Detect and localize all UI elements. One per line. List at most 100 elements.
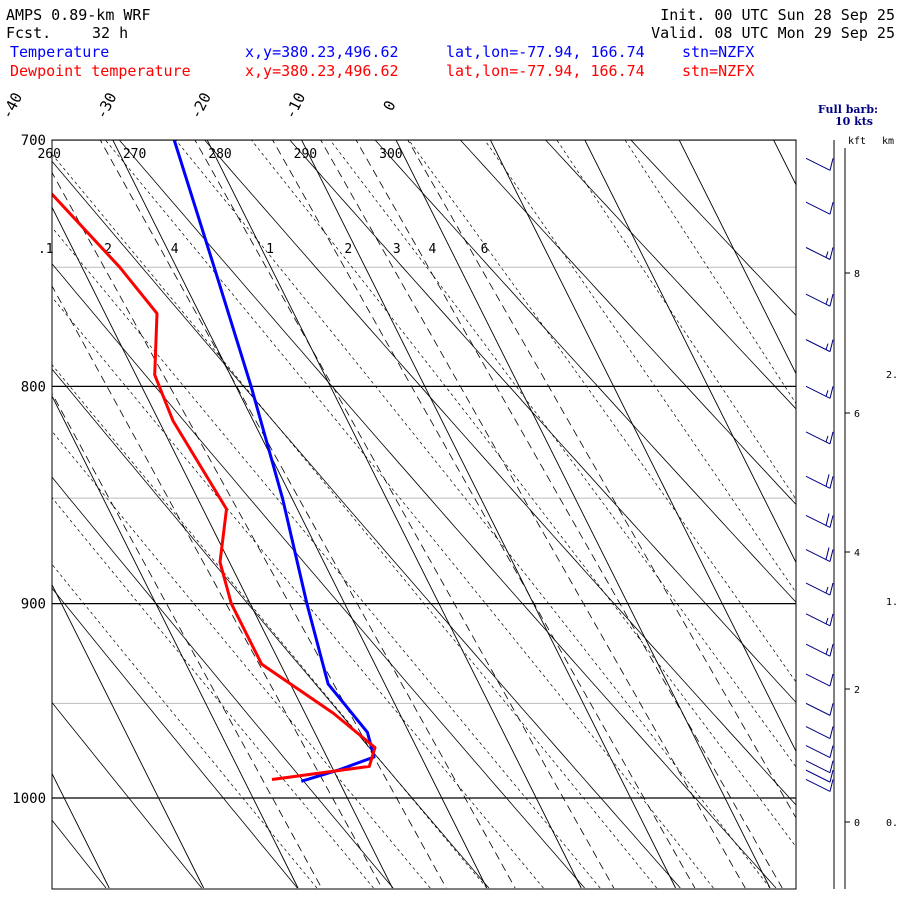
height-axis: 8 6 4 2 0 2. 1. 0.	[844, 148, 898, 889]
dry-adiabat	[52, 263, 585, 889]
wind-barb	[805, 547, 834, 562]
wind-barb-half-feather	[825, 251, 829, 258]
wind-barb-feather	[829, 549, 834, 562]
temperature-legend-latlon: lat,lon=-77.94, 166.74	[446, 43, 645, 61]
wind-barb-staff	[805, 201, 831, 215]
barb-legend-line1: Full barb:	[818, 103, 878, 116]
barb-legend-line2: 10 kts	[835, 115, 873, 128]
mixing-ratio-line	[355, 140, 783, 889]
pressure-tick-label: 700	[21, 133, 46, 149]
isotherm	[52, 583, 205, 889]
wind-barb-feather	[829, 202, 834, 215]
moist-adiabat	[52, 226, 601, 889]
dewpoint-legend-label: Dewpoint temperature	[10, 62, 191, 80]
km-tick-label: 2.	[886, 370, 898, 381]
kft-tick-label: 2	[854, 685, 860, 696]
wind-barb-feather	[829, 386, 834, 399]
isotherm	[395, 140, 771, 889]
theta-label: 280	[208, 147, 231, 162]
profiles	[52, 140, 377, 783]
moist-adiabat	[484, 140, 796, 594]
wind-barb-feather	[829, 515, 834, 528]
km-axis-label: km	[882, 136, 894, 147]
isotherm	[112, 140, 488, 889]
wind-barb-staff	[805, 745, 831, 759]
mixing-ratio-line	[52, 171, 447, 889]
wind-barb	[805, 769, 834, 783]
wind-barb-feather	[825, 474, 830, 487]
wind-barb-half-feather	[825, 586, 829, 594]
wind-barb-half-feather	[825, 648, 829, 655]
wind-barb-feather	[829, 158, 834, 171]
mixing-ratio-line	[52, 285, 383, 889]
wind-barb	[805, 247, 834, 260]
moist-adiabat	[52, 563, 318, 889]
mixing-ratio-label: 1	[266, 242, 274, 257]
dewpoint-profile	[52, 191, 377, 781]
dry-adiabat	[118, 140, 777, 889]
dry-adiabat	[204, 140, 796, 806]
wind-barb	[805, 702, 834, 716]
wind-barb-feather	[829, 613, 834, 626]
moist-adiabat	[624, 140, 796, 405]
wind-barb-half-feather	[825, 343, 829, 350]
mixing-ratio-line	[52, 392, 322, 889]
wind-barb	[805, 513, 834, 528]
temperature-profile	[172, 140, 376, 783]
moist-adiabat	[52, 153, 657, 889]
moist-adiabat	[52, 430, 431, 889]
dry-adiabat	[545, 140, 796, 410]
wind-barb	[805, 643, 834, 657]
wind-barb	[805, 431, 834, 445]
kft-tick-label: 0	[854, 818, 860, 829]
kft-axis-label: kft	[848, 136, 866, 147]
wind-barbs	[805, 140, 835, 889]
valid-time: Valid. 08 UTC Mon 29 Sep 25	[651, 24, 895, 42]
moist-adiabat	[250, 140, 796, 848]
mixing-ratio-label: 3	[393, 242, 401, 257]
wind-barb-feather	[829, 644, 834, 657]
moist-adiabat	[52, 296, 544, 889]
wind-barb-feather	[829, 339, 834, 352]
dry-adiabat	[630, 140, 796, 316]
init-time: Init. 00 UTC Sun 28 Sep 25	[660, 6, 895, 24]
dry-adiabat	[459, 140, 796, 505]
theta-label: 290	[294, 147, 317, 162]
wind-barb-feather	[829, 726, 834, 739]
plot-frame	[51, 139, 797, 890]
dry-adiabat	[52, 701, 203, 889]
wind-barb	[805, 673, 834, 687]
wind-barb	[805, 201, 834, 215]
wind-barb-half-feather	[825, 435, 829, 443]
wind-barb	[805, 474, 834, 489]
theta-label: 270	[123, 147, 146, 162]
temperature-legend-xy: x,y=380.23,496.62	[245, 43, 399, 61]
kft-tick-label: 6	[854, 409, 860, 420]
km-tick-label: 0.	[886, 818, 898, 829]
wind-barb-feather	[829, 779, 834, 792]
wind-barb	[805, 760, 834, 774]
wind-barb-feather	[829, 431, 834, 445]
wind-barb-feather	[829, 247, 834, 260]
pressure-tick-label: 900	[21, 597, 46, 613]
mixing-ratio-label: 2	[344, 242, 352, 257]
temperature-legend-stn: stn=NZFX	[682, 43, 754, 61]
wind-barb-feather	[829, 294, 834, 307]
fcst-label: Fcst.	[6, 24, 51, 42]
wind-barb-staff	[805, 702, 831, 716]
isotherm	[678, 140, 796, 375]
moist-adiabat	[556, 140, 796, 500]
dry-adiabat	[52, 160, 681, 889]
isotherm	[52, 206, 393, 889]
theta-label: 300	[379, 147, 402, 162]
wind-barb-feather	[829, 476, 834, 489]
pressure-tick-label: 800	[21, 379, 46, 395]
temperature-legend-label: Temperature	[10, 43, 109, 61]
dewpoint-legend-latlon: lat,lon=-77.94, 166.74	[446, 62, 645, 80]
wind-barb	[805, 745, 834, 759]
wind-barb-feather	[829, 760, 834, 773]
wind-barb	[805, 779, 834, 792]
moist-adiabat	[52, 497, 374, 889]
dewpoint-legend-xy: x,y=380.23,496.62	[245, 62, 399, 80]
